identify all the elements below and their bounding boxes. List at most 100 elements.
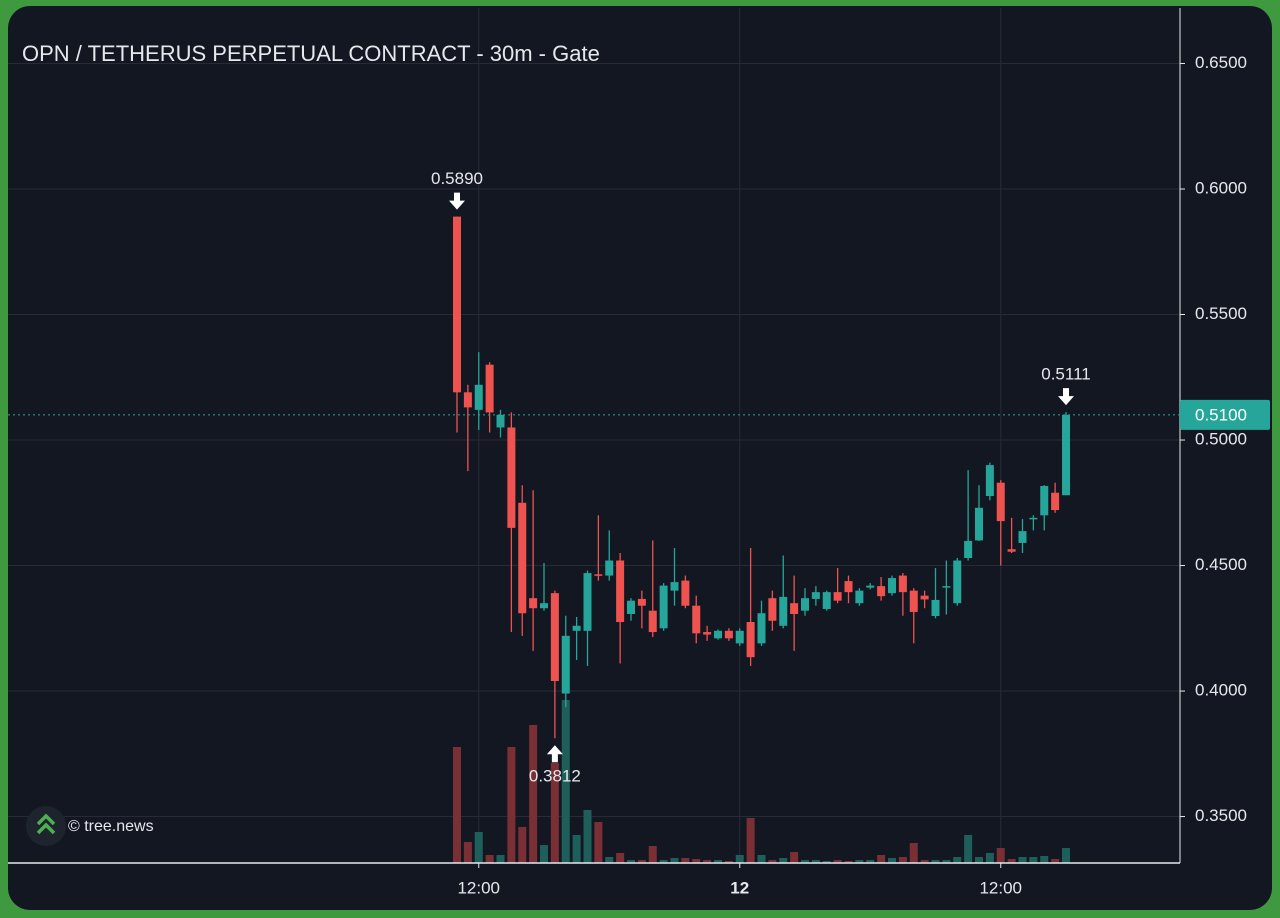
- candle-body: [985, 465, 994, 496]
- volume-bar: [540, 845, 548, 863]
- volume-bar: [866, 860, 875, 863]
- candle-body: [670, 582, 679, 591]
- candle-body: [463, 392, 472, 408]
- y-tick-label: 0.4000: [1195, 681, 1247, 700]
- candle-body: [692, 605, 701, 634]
- candle-body: [572, 625, 581, 631]
- volume-bar: [1018, 857, 1027, 863]
- volume-bar: [561, 700, 570, 863]
- volume-bar: [1040, 856, 1049, 863]
- candle-body: [605, 560, 614, 576]
- candle-body: [659, 585, 668, 629]
- volume-bar: [833, 860, 842, 863]
- candle-body: [681, 580, 690, 606]
- y-tick-label: 0.3500: [1195, 806, 1247, 825]
- candle-body: [964, 540, 973, 559]
- candle-body: [920, 595, 929, 600]
- volume-bar: [616, 853, 625, 863]
- candle-body: [757, 613, 766, 644]
- volume-bar: [964, 835, 973, 863]
- candle-body: [703, 632, 712, 635]
- volume-bar: [594, 822, 603, 863]
- candle-body: [474, 384, 483, 410]
- volume-bar: [888, 858, 896, 863]
- volume-bar: [768, 860, 777, 863]
- volume-bar: [942, 860, 951, 863]
- volume-bar: [985, 853, 994, 863]
- x-tick-label: 12: [730, 878, 749, 897]
- candle-body: [1051, 492, 1060, 511]
- candle-body: [801, 598, 809, 611]
- volume-bar: [898, 857, 907, 863]
- candle-body: [746, 622, 755, 658]
- volume-bar: [463, 842, 472, 863]
- high-label: 0.5890: [431, 169, 483, 188]
- candle-body: [844, 581, 853, 593]
- volume-bar: [757, 855, 766, 863]
- chart-title: OPN / TETHERUS PERPETUAL CONTRACT - 30m …: [22, 41, 600, 66]
- volume-bar: [583, 810, 592, 863]
- candle-body: [866, 585, 875, 588]
- volume-bar: [931, 860, 940, 863]
- candle-body: [790, 603, 799, 614]
- candle-body: [931, 599, 940, 616]
- candle-body: [714, 630, 722, 639]
- volume-bar: [485, 855, 494, 863]
- marker-arrow: [546, 745, 563, 763]
- volume-bar: [627, 860, 635, 863]
- volume-bar: [692, 859, 701, 863]
- volume-bar: [779, 858, 788, 863]
- candle-body: [811, 592, 820, 599]
- candle-body: [975, 507, 983, 541]
- y-tick-label: 0.5500: [1195, 304, 1247, 323]
- candle-body: [1007, 549, 1016, 552]
- volume-bar: [496, 855, 505, 863]
- volume-bar: [1062, 848, 1070, 863]
- volume-bar: [529, 725, 538, 863]
- volume-bar: [724, 861, 733, 863]
- volume-bar: [790, 852, 799, 863]
- volume-bar: [648, 846, 657, 863]
- volume-bar: [975, 857, 983, 863]
- candle-body: [594, 574, 603, 576]
- candle-body: [616, 560, 625, 623]
- marker-arrow: [449, 192, 465, 210]
- logo-icon: [36, 813, 56, 835]
- volume-bar: [1051, 859, 1060, 863]
- volume-bar: [909, 843, 918, 863]
- volume-bar: [681, 858, 690, 863]
- candle-body: [627, 600, 635, 614]
- candle-body: [1062, 414, 1070, 496]
- volume-bar: [1029, 857, 1038, 863]
- candle-body: [953, 560, 962, 604]
- y-tick-label: 0.5000: [1195, 430, 1247, 449]
- candle-body: [996, 482, 1005, 522]
- y-tick-label: 0.6000: [1195, 178, 1247, 197]
- volume-bar: [746, 818, 755, 863]
- volume-bar: [572, 835, 581, 863]
- volume-bar: [996, 848, 1005, 863]
- y-tick-label: 0.4500: [1195, 555, 1247, 574]
- low-label: 0.3812: [529, 767, 581, 786]
- volume-bar: [822, 861, 831, 863]
- candle-body: [1029, 517, 1038, 520]
- candle-body: [1018, 531, 1027, 543]
- volume-bar: [550, 763, 559, 863]
- volume-bar: [953, 857, 962, 863]
- candle-body: [724, 630, 733, 639]
- candle-body: [768, 598, 777, 621]
- volume-bar: [877, 855, 886, 863]
- candle-body: [507, 427, 516, 528]
- volume-bar: [801, 860, 809, 863]
- volume-bar: [670, 858, 679, 863]
- volume-bar: [735, 855, 744, 863]
- candle-body: [496, 414, 505, 428]
- candle-body: [637, 598, 646, 606]
- candle-body: [453, 216, 461, 393]
- volume-bar: [637, 860, 646, 863]
- x-tick-label: 12:00: [979, 878, 1022, 897]
- volume-bar: [605, 857, 614, 863]
- candle-body: [735, 630, 744, 644]
- candle-body: [942, 586, 951, 588]
- candle-body: [529, 598, 538, 609]
